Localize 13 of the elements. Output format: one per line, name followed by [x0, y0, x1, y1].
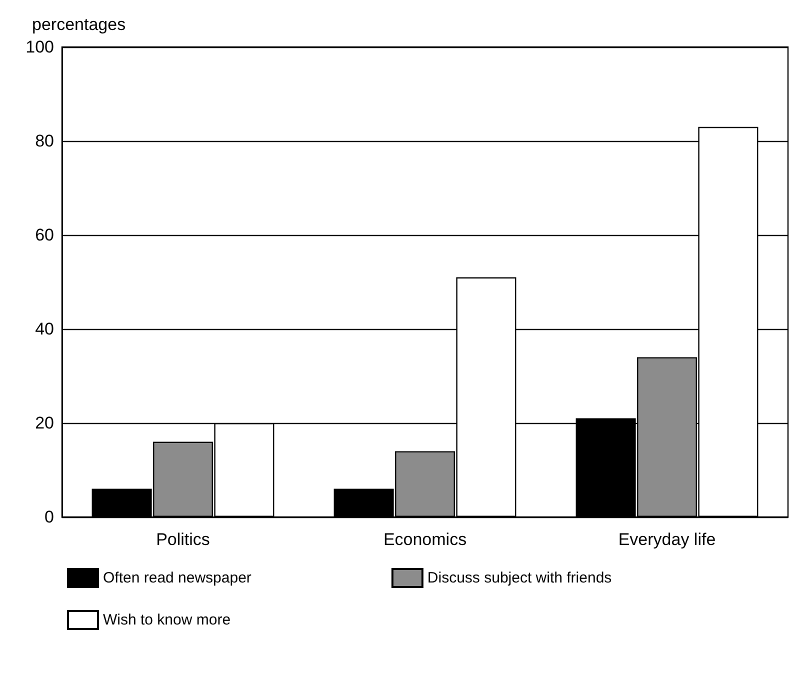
x-tick-label: Politics	[156, 530, 210, 549]
legend-label: Wish to know more	[103, 612, 231, 628]
x-tick-label: Economics	[383, 530, 467, 549]
x-tick-label: Everyday life	[618, 530, 716, 549]
y-tick-label: 60	[35, 226, 54, 244]
y-axis-title: percentages	[32, 15, 126, 34]
legend-label: Often read newspaper	[103, 570, 252, 586]
y-tick-label: 20	[35, 414, 54, 432]
y-tick-label: 100	[26, 38, 54, 56]
legend-label: Discuss subject with friends	[427, 570, 612, 586]
y-tick-label: 0	[44, 508, 54, 526]
y-tick-label: 80	[35, 132, 54, 150]
y-tick-label: 40	[35, 320, 54, 338]
